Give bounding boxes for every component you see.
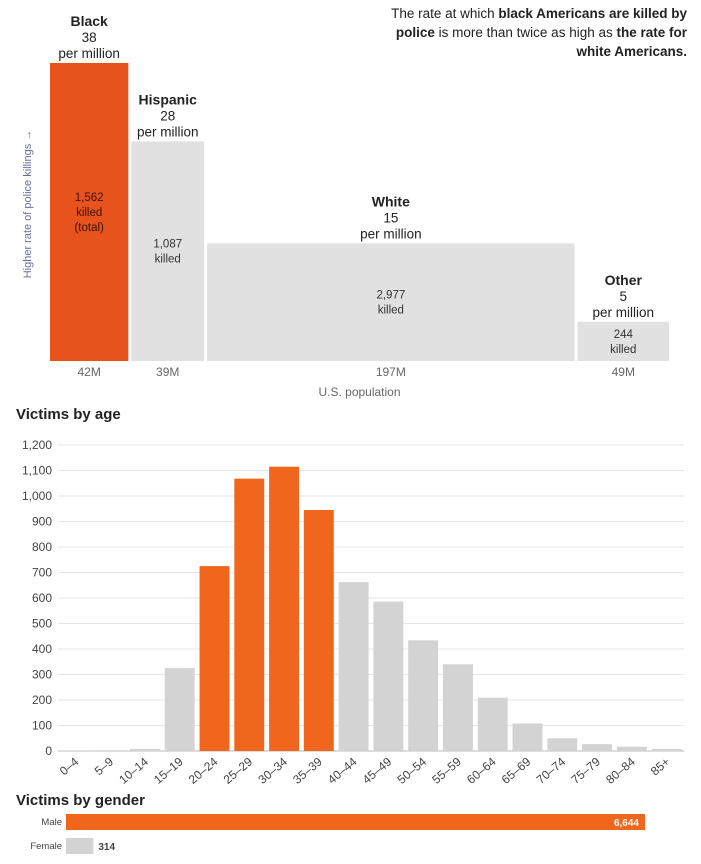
age-bar	[616, 746, 647, 751]
y-tick-label: 1,100	[22, 464, 52, 478]
age-bar	[477, 697, 508, 751]
bar-hispanic	[131, 141, 205, 361]
killed-label: 1,087	[153, 239, 182, 251]
population-label: 49M	[612, 365, 635, 379]
population-label: 39M	[156, 365, 179, 379]
x-tick-label: 50–54	[395, 754, 430, 786]
killed-label: killed	[76, 207, 102, 219]
x-tick-label: 0–4	[57, 754, 82, 778]
age-bar	[303, 510, 334, 751]
x-tick-label: 30–34	[255, 754, 290, 786]
bar-other	[577, 321, 669, 361]
x-tick-label: 45–49	[360, 754, 395, 786]
age-bar	[651, 748, 682, 751]
killed-label: 244	[614, 329, 634, 341]
y-tick-label: 600	[32, 591, 52, 605]
killed-label: (total)	[74, 222, 104, 234]
y-tick-label: 1,200	[22, 438, 52, 452]
gender-value-label: 6,644	[614, 818, 639, 829]
gender-chart-title: Victims by gender	[16, 792, 145, 809]
x-tick-label: 20–24	[186, 754, 221, 786]
rate-label: per million	[137, 124, 199, 139]
rate-label: 28	[160, 108, 175, 123]
bar-black	[50, 63, 129, 361]
rate-label: per million	[360, 226, 422, 241]
age-bar	[408, 640, 439, 751]
age-chart-title: Victims by age	[16, 406, 121, 423]
age-bar	[442, 664, 473, 751]
population-label: 197M	[376, 365, 406, 379]
victims-by-age-chart: 0 100 200 300 400 500 600 700 800 900 1,000 1,100 1,…	[22, 438, 684, 787]
age-bar	[269, 466, 300, 751]
killed-label: killed	[155, 254, 181, 266]
category-label: Other	[605, 272, 643, 288]
age-bar	[199, 566, 230, 751]
rate-label: per million	[58, 46, 120, 61]
x-tick-label: 65–69	[499, 754, 534, 786]
gender-label: Male	[41, 817, 62, 828]
chart-annotation: The rate at which black Americans are ki…	[391, 6, 687, 59]
age-bar	[373, 601, 404, 751]
victims-by-gender-chart: Male 6,644 Female 314	[30, 814, 645, 854]
y-tick-label: 100	[32, 719, 52, 733]
x-tick-label: 15–19	[151, 754, 186, 786]
x-tick-label: 5–9	[92, 754, 117, 778]
age-bar	[512, 723, 543, 751]
y-tick-label: 900	[32, 515, 52, 529]
population-axis-label: U.S. population	[318, 385, 400, 399]
x-tick-label: 80–84	[603, 754, 638, 786]
y-tick-label: 700	[32, 566, 52, 580]
killed-label: 2,977	[376, 290, 405, 302]
x-tick-label: 35–39	[290, 754, 325, 786]
y-tick-label: 500	[32, 617, 52, 631]
age-bar	[164, 668, 195, 751]
gender-bar	[66, 838, 94, 854]
category-label: Hispanic	[139, 91, 198, 107]
rate-label: 15	[383, 210, 398, 225]
x-tick-label: 60–64	[464, 754, 499, 786]
age-bar	[129, 748, 160, 751]
y-tick-label: 200	[32, 693, 52, 707]
gender-bar	[66, 814, 645, 830]
age-bar	[582, 744, 613, 751]
age-bar	[95, 750, 126, 751]
rate-label: 5	[620, 289, 628, 304]
x-tick-label: 55–59	[429, 754, 464, 786]
category-label: Black	[70, 13, 108, 29]
x-tick-label: 40–44	[325, 754, 360, 786]
age-bar	[547, 738, 578, 751]
killed-label: killed	[378, 305, 404, 317]
y-tick-label: 400	[32, 642, 52, 656]
y-tick-label: 0	[45, 744, 52, 758]
x-tick-label: 75–79	[568, 754, 603, 786]
killed-label: 1,562	[75, 192, 104, 204]
y-tick-label: 1,000	[22, 489, 52, 503]
rate-label: per million	[593, 305, 655, 320]
category-label: White	[372, 193, 410, 209]
x-tick-label: 25–29	[221, 754, 256, 786]
bar-white	[207, 243, 575, 361]
gender-value-label: 314	[98, 842, 115, 853]
age-bar	[338, 582, 369, 751]
x-tick-label: 10–14	[116, 754, 151, 786]
killed-label: killed	[610, 344, 636, 356]
x-tick-label: 85+	[648, 755, 673, 779]
x-tick-label: 70–74	[534, 754, 569, 786]
y-tick-label: 300	[32, 668, 52, 682]
population-label: 42M	[78, 365, 101, 379]
rate-label: 38	[82, 30, 97, 45]
gender-label: Female	[30, 841, 62, 852]
age-bar	[234, 478, 265, 751]
y-tick-label: 800	[32, 540, 52, 554]
